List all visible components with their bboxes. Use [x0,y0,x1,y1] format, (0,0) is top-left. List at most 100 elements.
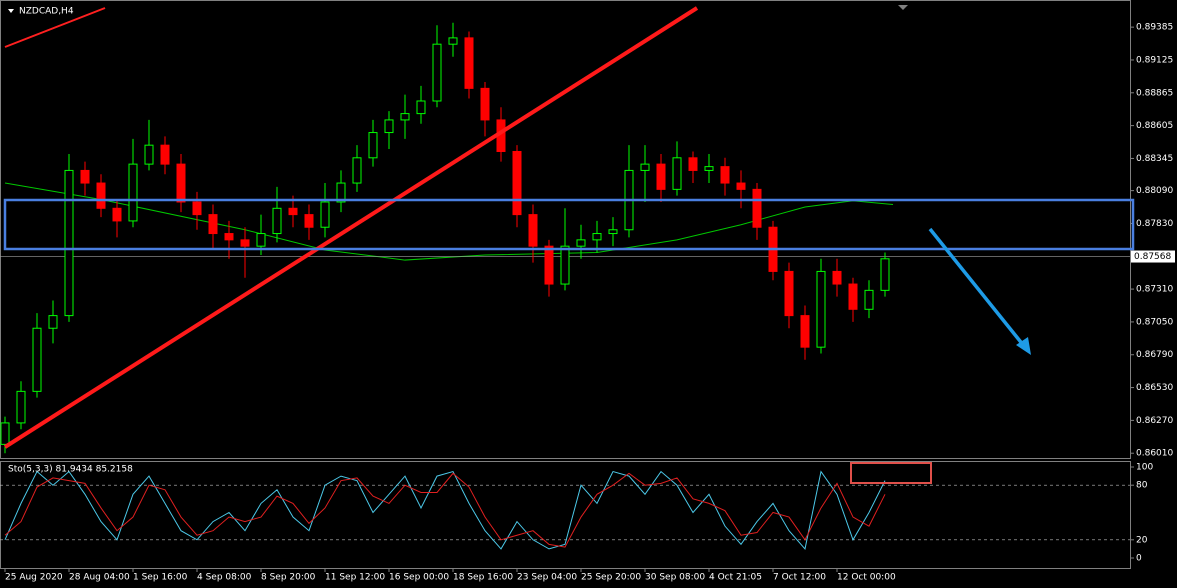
indicator-label: Sto(5,3,3) 81.9434 85.2158 [8,465,133,475]
moving-average [4,182,894,261]
candle-body [688,157,698,171]
menu-triangle [8,9,14,13]
trend-line [3,6,699,449]
candle-body [112,207,122,222]
x-tick-label: 16 Sep 00:00 [389,573,449,583]
candle-body [224,233,234,241]
candle-body [336,182,346,203]
candle-body [704,166,714,171]
candle-body [832,270,842,285]
candle-body [208,214,218,235]
candle-body [512,150,522,216]
arrow-head [1016,337,1031,355]
x-tick-label: 4 Sep 08:00 [197,573,252,583]
candle-body [16,390,26,424]
candle-body [544,245,554,285]
x-tick-label: 25 Aug 2020 [5,573,63,583]
y-tick-label: 0.87310 [1136,285,1173,295]
candle-body [656,163,666,190]
candle-body [560,245,570,285]
candle-body [128,163,138,222]
x-tick-label: 4 Oct 21:05 [709,573,762,583]
candle-body [480,87,490,121]
shift-marker [898,5,908,10]
x-tick-label: 8 Sep 20:00 [261,573,316,583]
stochastic-line [4,472,886,548]
highlight-box [850,462,932,484]
candle-body [864,289,874,310]
candle-body [640,163,650,171]
candle-body [144,144,154,165]
candle-body [848,283,858,310]
candle-body [352,157,362,184]
sub-panel [0,461,1131,569]
x-tick-label: 23 Sep 04:00 [517,573,577,583]
candle-body [240,239,250,247]
y-tick-label: 20 [1136,535,1148,545]
y-tick-label: 0.88865 [1136,88,1173,98]
candle-body [432,43,442,102]
candle-body [304,214,314,228]
x-tick-label: 11 Sep 12:00 [325,573,385,583]
y-tick-label: 0.88605 [1136,121,1173,131]
candle-body [784,270,794,317]
candle-body [80,169,90,184]
x-tick-label: 18 Sep 16:00 [453,573,513,583]
candle-body [192,201,202,216]
candle-body [448,37,458,45]
stochastic-line [4,470,886,550]
x-tick-label: 1 Sep 16:00 [133,573,188,583]
candle-body [416,100,426,115]
candle-body [160,144,170,165]
y-tick-label: 0.88090 [1136,186,1173,196]
candle-body [176,163,186,203]
y-tick-label: 0.88345 [1136,154,1173,164]
trend-line [4,7,106,48]
y-tick-label: 0.87830 [1136,219,1173,229]
x-tick-label: 7 Oct 12:00 [773,573,826,583]
candle-body [96,182,106,209]
candle-body [880,258,890,291]
candle-body [608,229,618,235]
y-tick-label: 0.86530 [1136,383,1173,393]
resistance-zone [3,198,1135,251]
x-tick-label: 25 Sep 20:00 [581,573,641,583]
main-panel [0,0,1131,459]
x-tick-label: 30 Sep 08:00 [645,573,705,583]
x-tick-label: 28 Aug 04:00 [69,573,130,583]
current-price-box [1131,250,1175,263]
y-tick-label: 80 [1136,481,1148,491]
candle-body [48,315,58,329]
y-tick-label: 0.86010 [1136,449,1173,459]
candle-body [752,188,762,228]
candle-body [800,315,810,348]
candle-body [736,182,746,190]
y-tick-label: 100 [1136,463,1153,473]
candle-body [464,37,474,89]
candle-body [368,132,378,159]
x-tick-label: 12 Oct 00:00 [837,573,896,583]
candle-body [256,233,266,247]
candle-body [384,119,394,134]
candle-body [0,422,10,445]
symbol-label: NZDCAD,H4 [19,7,74,17]
candle-body [592,233,602,241]
candle-body [288,207,298,216]
y-tick-label: 0.86270 [1136,416,1173,426]
y-tick-label: 0.89385 [1136,23,1173,33]
candle-body [528,214,538,247]
candle-body [32,327,42,392]
candle-body [672,157,682,190]
candle-body [64,169,74,317]
candle-body [400,113,410,121]
current-price-label: 0.87568 [1134,252,1171,262]
forecast-arrow [928,227,1026,348]
candle-body [816,270,826,348]
candle-body [720,166,730,184]
y-tick-label: 0.87050 [1136,317,1173,327]
y-tick-label: 0.86790 [1136,350,1173,360]
candle-body [576,239,586,247]
candle-body [320,201,330,228]
